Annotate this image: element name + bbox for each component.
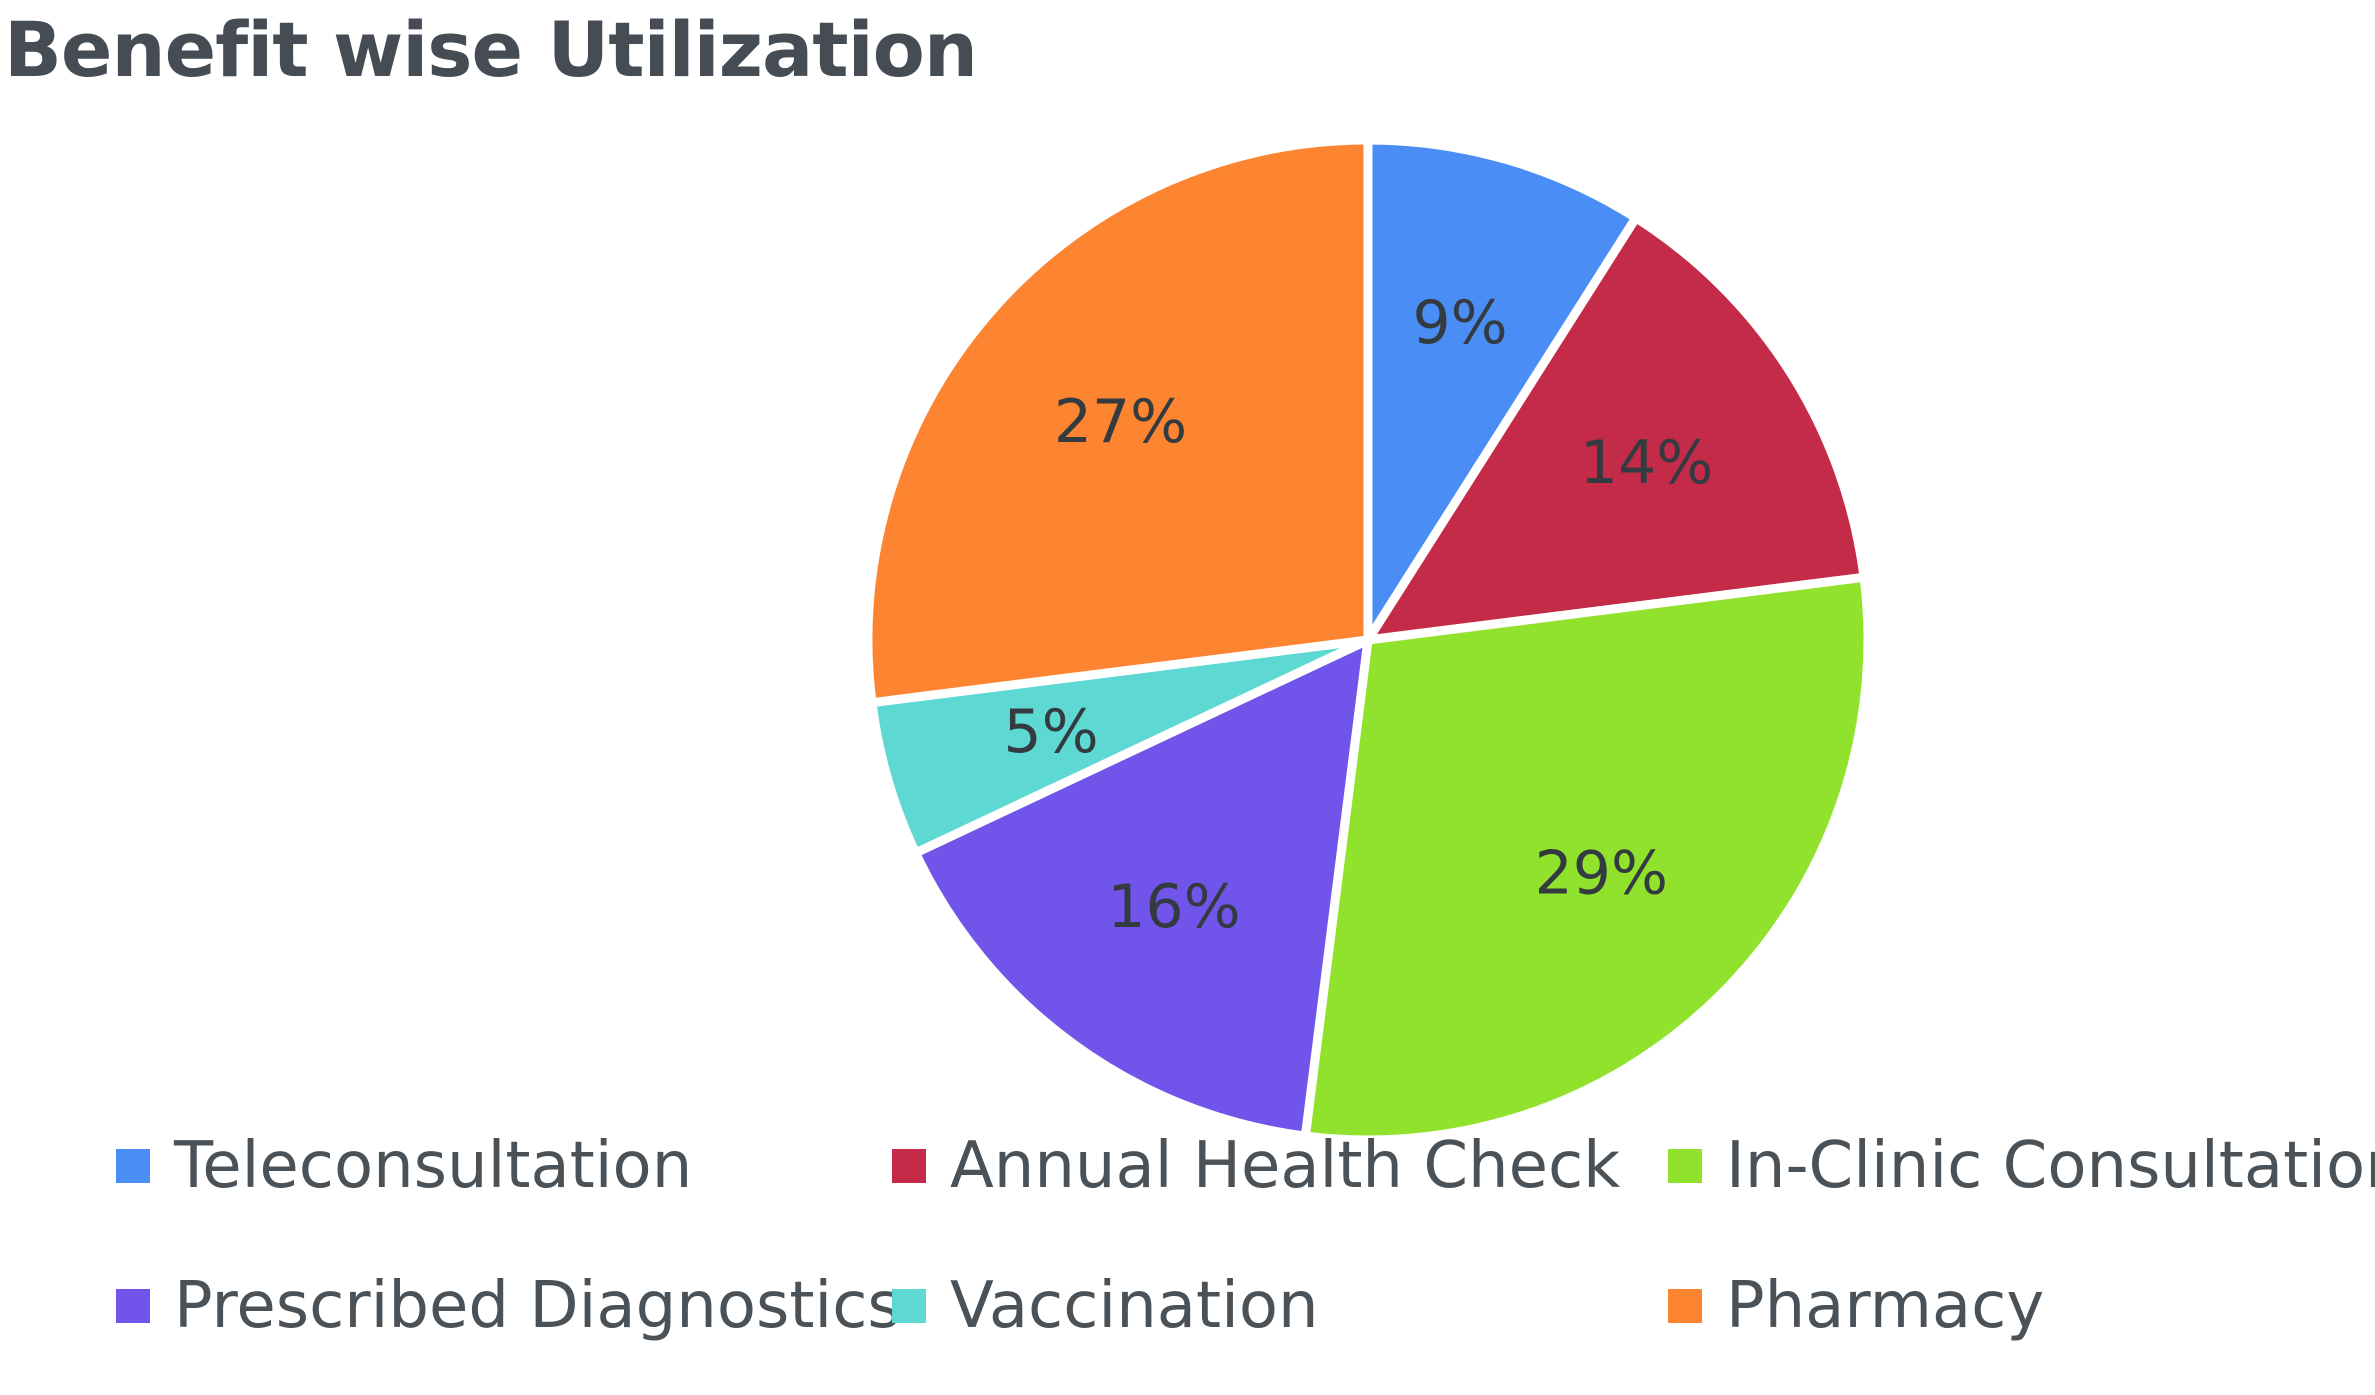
chart-title: Benefit wise Utilization bbox=[4, 5, 978, 94]
pie-slice-pharmacy bbox=[863, 135, 1373, 708]
legend-label: Prescribed Diagnostics bbox=[174, 1269, 901, 1343]
data-label-annual-health-check: 14% bbox=[1580, 428, 1713, 498]
pie-slice-prescribed-diagnostics bbox=[911, 635, 1373, 1141]
legend-swatch bbox=[892, 1149, 926, 1183]
legend-item-teleconsultation: Teleconsultation bbox=[116, 1126, 692, 1206]
legend-swatch bbox=[892, 1289, 926, 1323]
data-label-in-clinic-consultation: 29% bbox=[1535, 838, 1668, 908]
legend-label: Vaccination bbox=[950, 1269, 1319, 1343]
legend-item-vaccination: Vaccination bbox=[892, 1266, 1319, 1346]
legend-swatch bbox=[116, 1149, 150, 1183]
legend-label: Pharmacy bbox=[1726, 1269, 2045, 1343]
legend-label: Teleconsultation bbox=[174, 1129, 693, 1203]
legend-swatch bbox=[1668, 1289, 1702, 1323]
legend-swatch bbox=[1668, 1149, 1702, 1183]
legend-item-in-clinic-consultation: In-Clinic Consultation bbox=[1668, 1126, 2375, 1206]
legend-label: Annual Health Check bbox=[950, 1129, 1621, 1203]
data-label-vaccination: 5% bbox=[1004, 697, 1099, 767]
data-label-prescribed-diagnostics: 16% bbox=[1107, 872, 1240, 942]
legend-item-prescribed-diagnostics: Prescribed Diagnostics bbox=[116, 1266, 901, 1346]
legend-swatch bbox=[116, 1289, 150, 1323]
data-label-pharmacy: 27% bbox=[1054, 387, 1187, 457]
pie-slice-annual-health-check bbox=[1363, 213, 1869, 645]
pie-slice-in-clinic-consultation bbox=[1300, 572, 1873, 1145]
legend-item-pharmacy: Pharmacy bbox=[1668, 1266, 2044, 1346]
legend-label: In-Clinic Consultation bbox=[1726, 1129, 2375, 1203]
legend-item-annual-health-check: Annual Health Check bbox=[892, 1126, 1620, 1206]
data-label-teleconsultation: 9% bbox=[1413, 288, 1508, 358]
pie-slice-teleconsultation bbox=[1363, 135, 1641, 645]
